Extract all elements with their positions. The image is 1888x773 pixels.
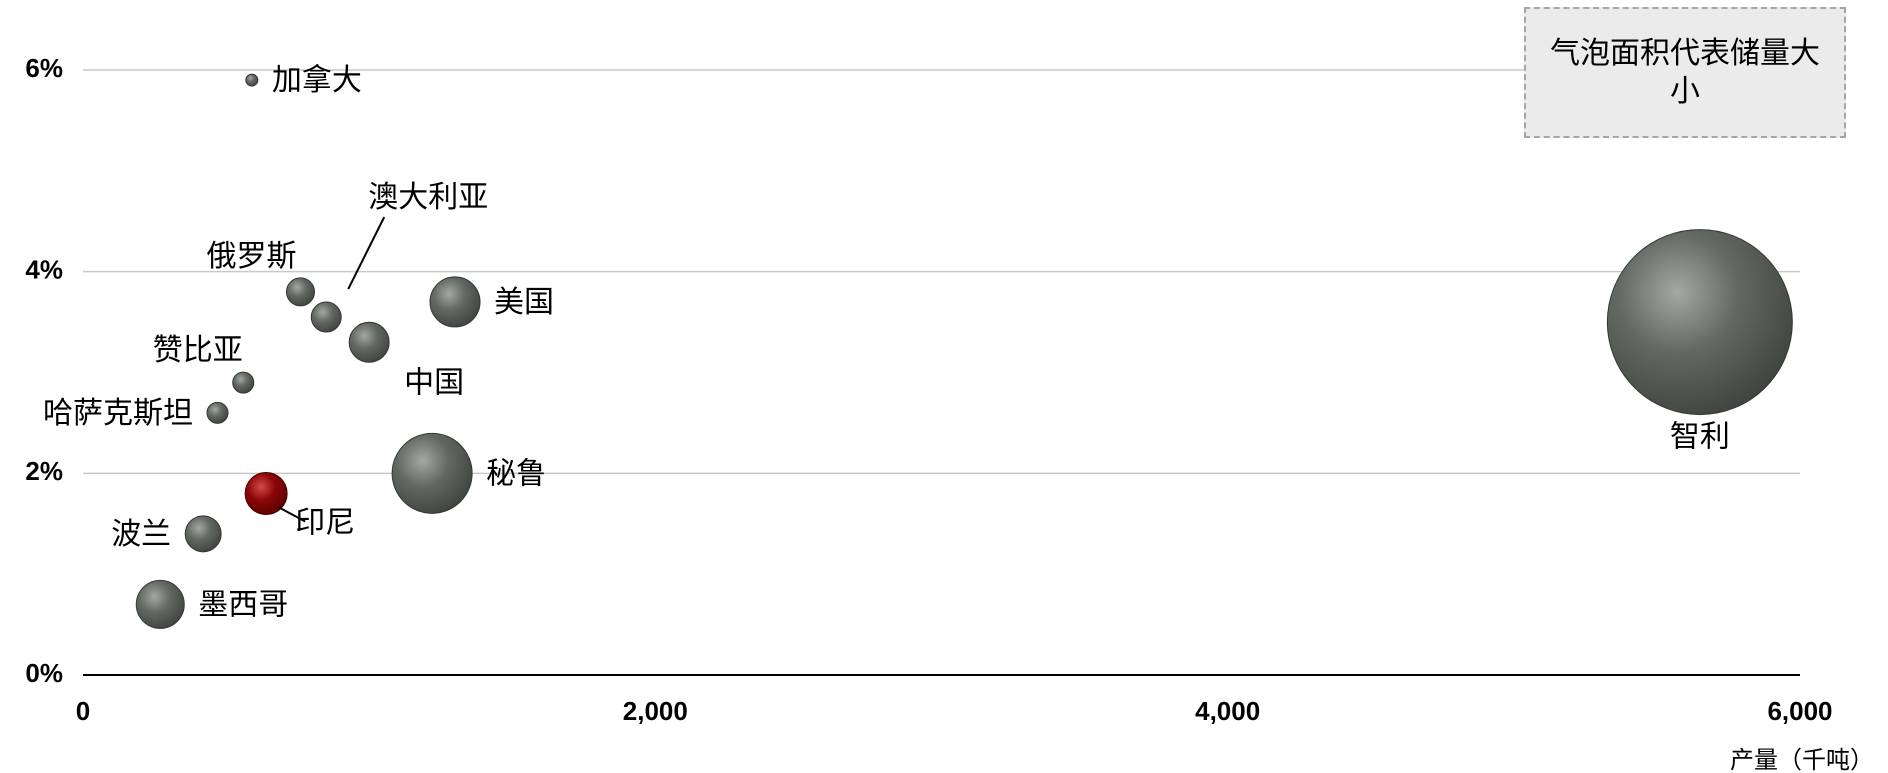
y-tick-label: 4% xyxy=(25,255,63,285)
x-axis-unit-label: 产量（千吨） xyxy=(1730,746,1874,773)
bubble-point xyxy=(348,321,390,363)
bubble-point xyxy=(206,401,229,424)
y-tick-label: 6% xyxy=(25,53,63,83)
legend-note: 气泡面积代表储量大小 xyxy=(1524,7,1846,138)
bubble-point xyxy=(245,73,259,87)
leader-line xyxy=(347,216,386,290)
bubble-point xyxy=(135,579,185,629)
bubble-label: 澳大利亚 xyxy=(368,180,488,215)
bubble-point xyxy=(184,515,222,553)
bubble-point xyxy=(429,276,481,328)
x-tick-label: 2,000 xyxy=(623,696,688,726)
bubble-label: 加拿大 xyxy=(272,63,362,98)
bubble-label: 俄罗斯 xyxy=(206,239,296,274)
grid-lines xyxy=(83,69,1800,475)
bubble-point xyxy=(310,301,342,333)
axes: 0% 2% 4% 6% 0 2,000 4,000 6,000 产量（千吨） xyxy=(25,53,1874,773)
bubble-label: 秘鲁 xyxy=(486,456,546,491)
bubble-label: 智利 xyxy=(1670,420,1730,455)
bubble-label: 印尼 xyxy=(295,506,355,541)
x-tick-label: 0 xyxy=(76,696,90,726)
bubble-label: 哈萨克斯坦 xyxy=(43,396,193,431)
y-tick-label: 2% xyxy=(25,456,63,486)
bubble-point xyxy=(1606,229,1793,416)
bubble-point xyxy=(285,277,315,307)
x-tick-label: 6,000 xyxy=(1767,696,1832,726)
bubble-point xyxy=(244,472,288,515)
bubble-label: 中国 xyxy=(404,365,464,400)
bubble-label: 波兰 xyxy=(111,517,171,552)
bubble-label: 赞比亚 xyxy=(153,333,243,368)
bubble-label: 墨西哥 xyxy=(198,587,288,622)
x-tick-label: 4,000 xyxy=(1195,696,1260,726)
bubbles xyxy=(135,73,1793,629)
y-tick-label: 0% xyxy=(25,658,63,688)
bubble-label: 美国 xyxy=(494,285,554,320)
leader-line xyxy=(278,506,306,523)
bubble-point xyxy=(391,432,473,514)
bubble-point xyxy=(232,371,255,394)
